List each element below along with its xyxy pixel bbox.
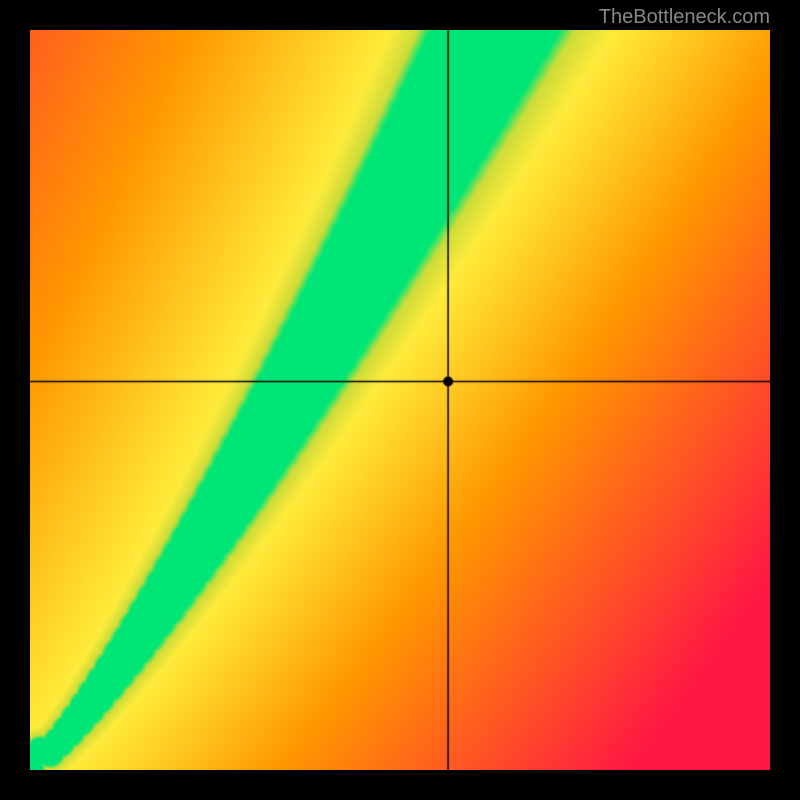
bottleneck-heatmap: [30, 30, 770, 770]
heatmap-canvas: [30, 30, 770, 770]
watermark: TheBottleneck.com: [599, 6, 770, 29]
